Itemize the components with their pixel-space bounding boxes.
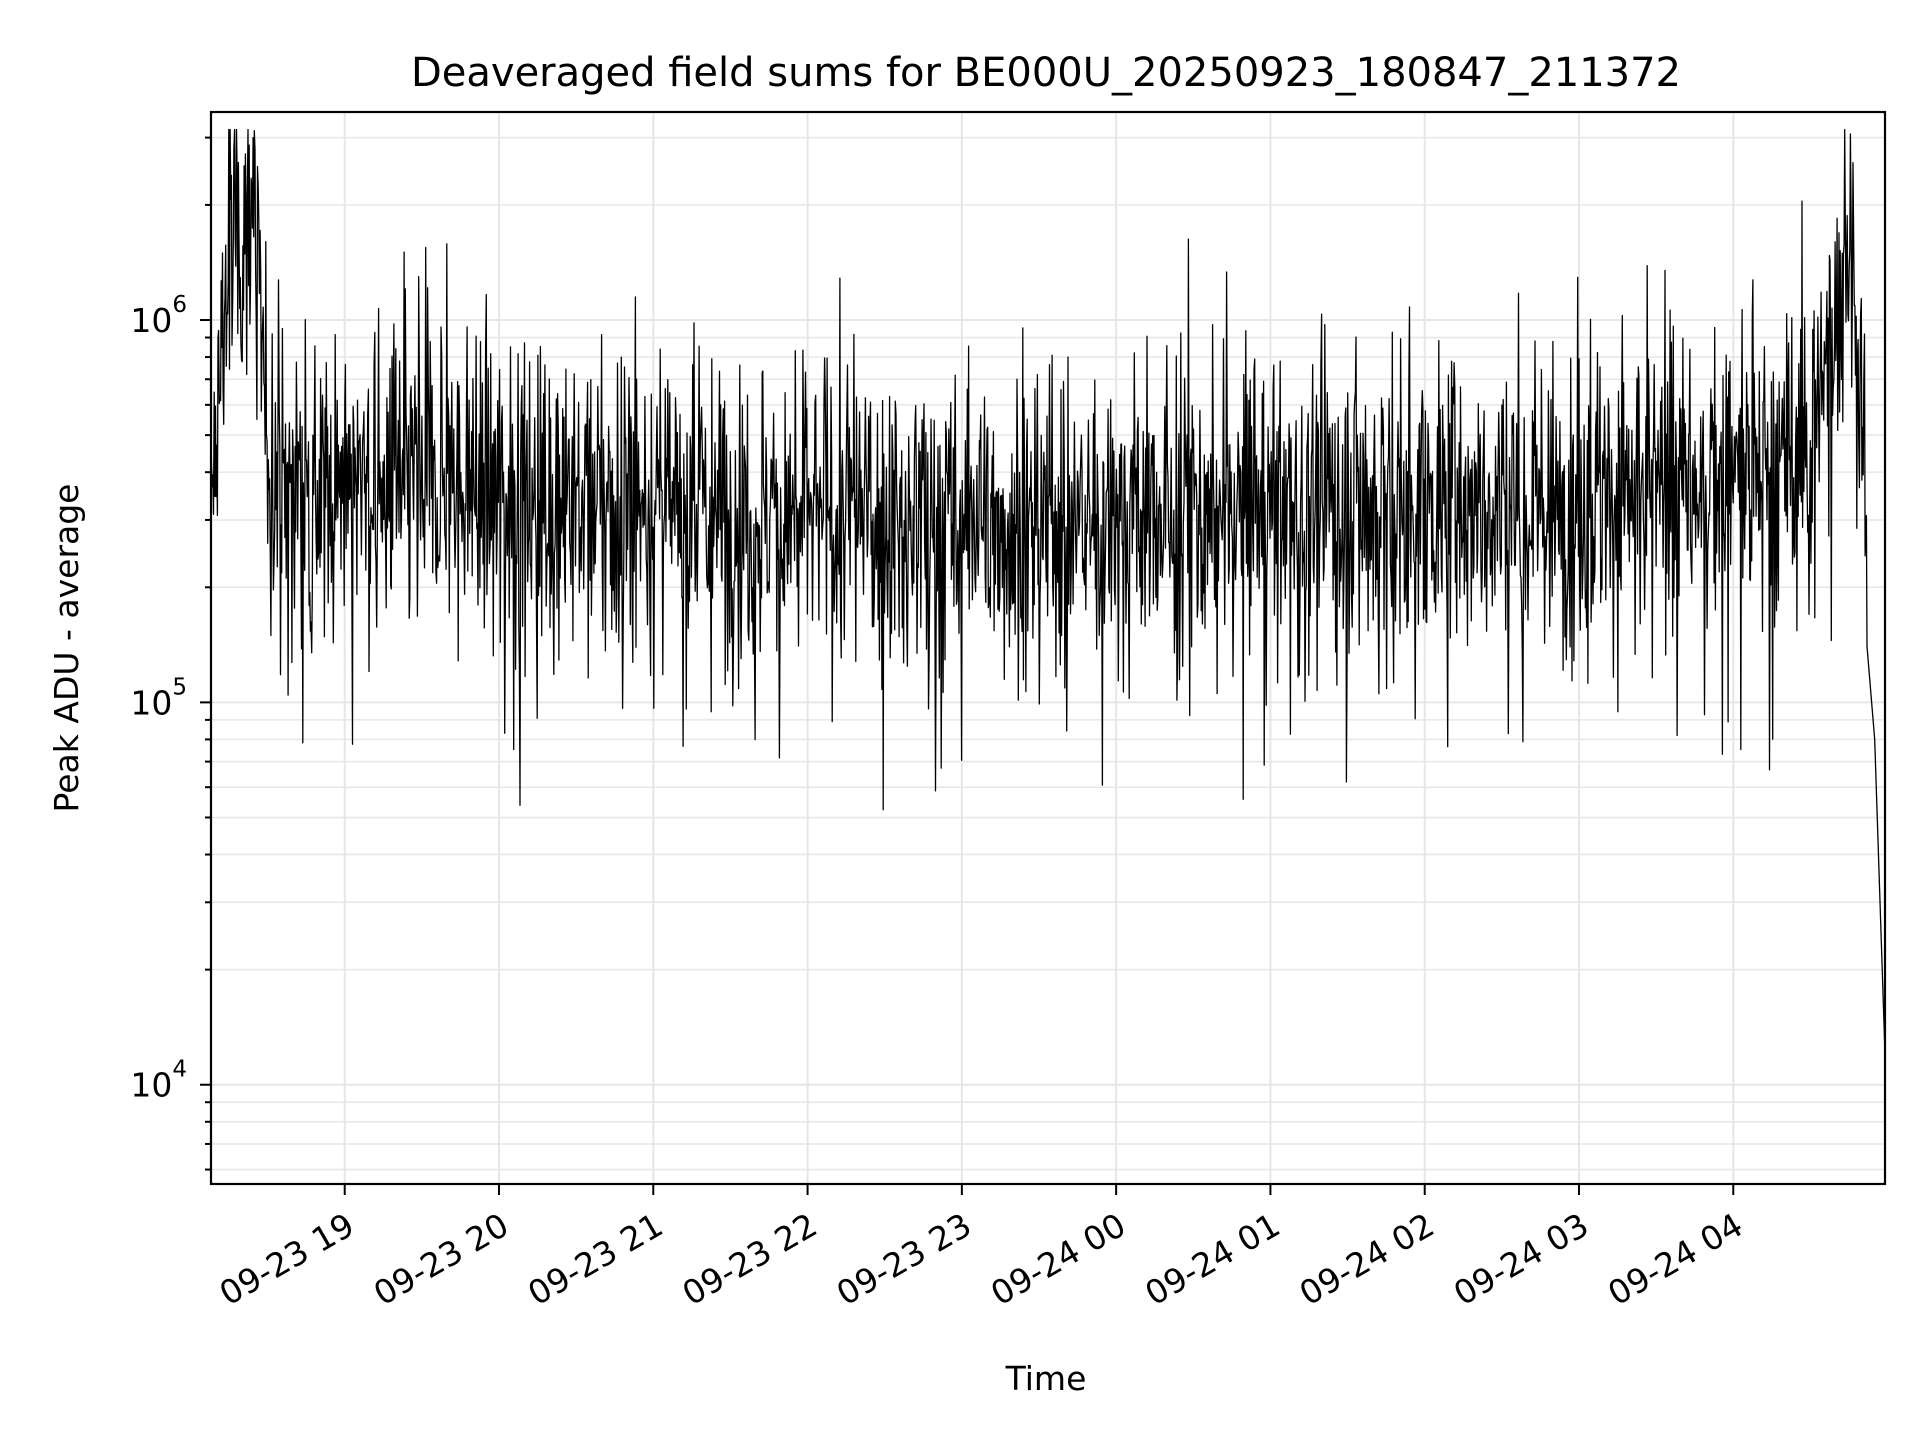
y-tick-label: 105 [130,674,187,722]
grid-lines [211,112,1885,1184]
y-tick-exponent: 4 [172,1057,187,1083]
x-axis-label: Time [1005,1359,1087,1398]
y-tick-base: 10 [130,301,172,340]
plot-frame [209,110,1887,1186]
data-series-layer [210,128,1886,1055]
y-tick-exponent: 6 [172,292,187,318]
chart-title: Deaveraged field sums for BE000U_2025092… [411,50,1681,96]
y-tick-exponent: 5 [172,674,187,700]
y-tick-label: 106 [130,292,187,340]
y-tick-label: 104 [130,1057,187,1105]
y-tick-base: 10 [130,1066,172,1105]
axis-ticks [200,136,1735,1195]
y-tick-base: 10 [130,683,172,722]
y-axis-label: Peak ADU - average [47,484,86,813]
series-line [210,128,1886,1055]
